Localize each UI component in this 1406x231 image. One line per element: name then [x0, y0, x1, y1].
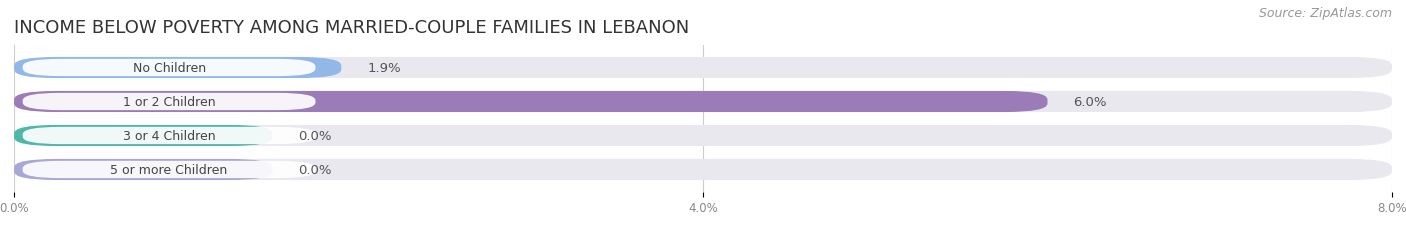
Text: 3 or 4 Children: 3 or 4 Children [122, 129, 215, 142]
FancyBboxPatch shape [14, 91, 1392, 112]
Text: 1 or 2 Children: 1 or 2 Children [122, 96, 215, 109]
Text: 0.0%: 0.0% [298, 163, 332, 176]
FancyBboxPatch shape [14, 159, 1392, 180]
FancyBboxPatch shape [14, 58, 342, 79]
FancyBboxPatch shape [22, 60, 315, 77]
Text: 6.0%: 6.0% [1073, 96, 1107, 109]
Text: Source: ZipAtlas.com: Source: ZipAtlas.com [1258, 7, 1392, 20]
FancyBboxPatch shape [14, 125, 273, 146]
FancyBboxPatch shape [22, 161, 315, 178]
Text: INCOME BELOW POVERTY AMONG MARRIED-COUPLE FAMILIES IN LEBANON: INCOME BELOW POVERTY AMONG MARRIED-COUPL… [14, 18, 689, 36]
Text: 5 or more Children: 5 or more Children [111, 163, 228, 176]
FancyBboxPatch shape [14, 125, 1392, 146]
Text: No Children: No Children [132, 62, 205, 75]
Text: 0.0%: 0.0% [298, 129, 332, 142]
FancyBboxPatch shape [14, 58, 1392, 79]
FancyBboxPatch shape [14, 159, 273, 180]
FancyBboxPatch shape [14, 91, 1047, 112]
Text: 1.9%: 1.9% [367, 62, 401, 75]
FancyBboxPatch shape [22, 127, 315, 144]
FancyBboxPatch shape [22, 94, 315, 111]
